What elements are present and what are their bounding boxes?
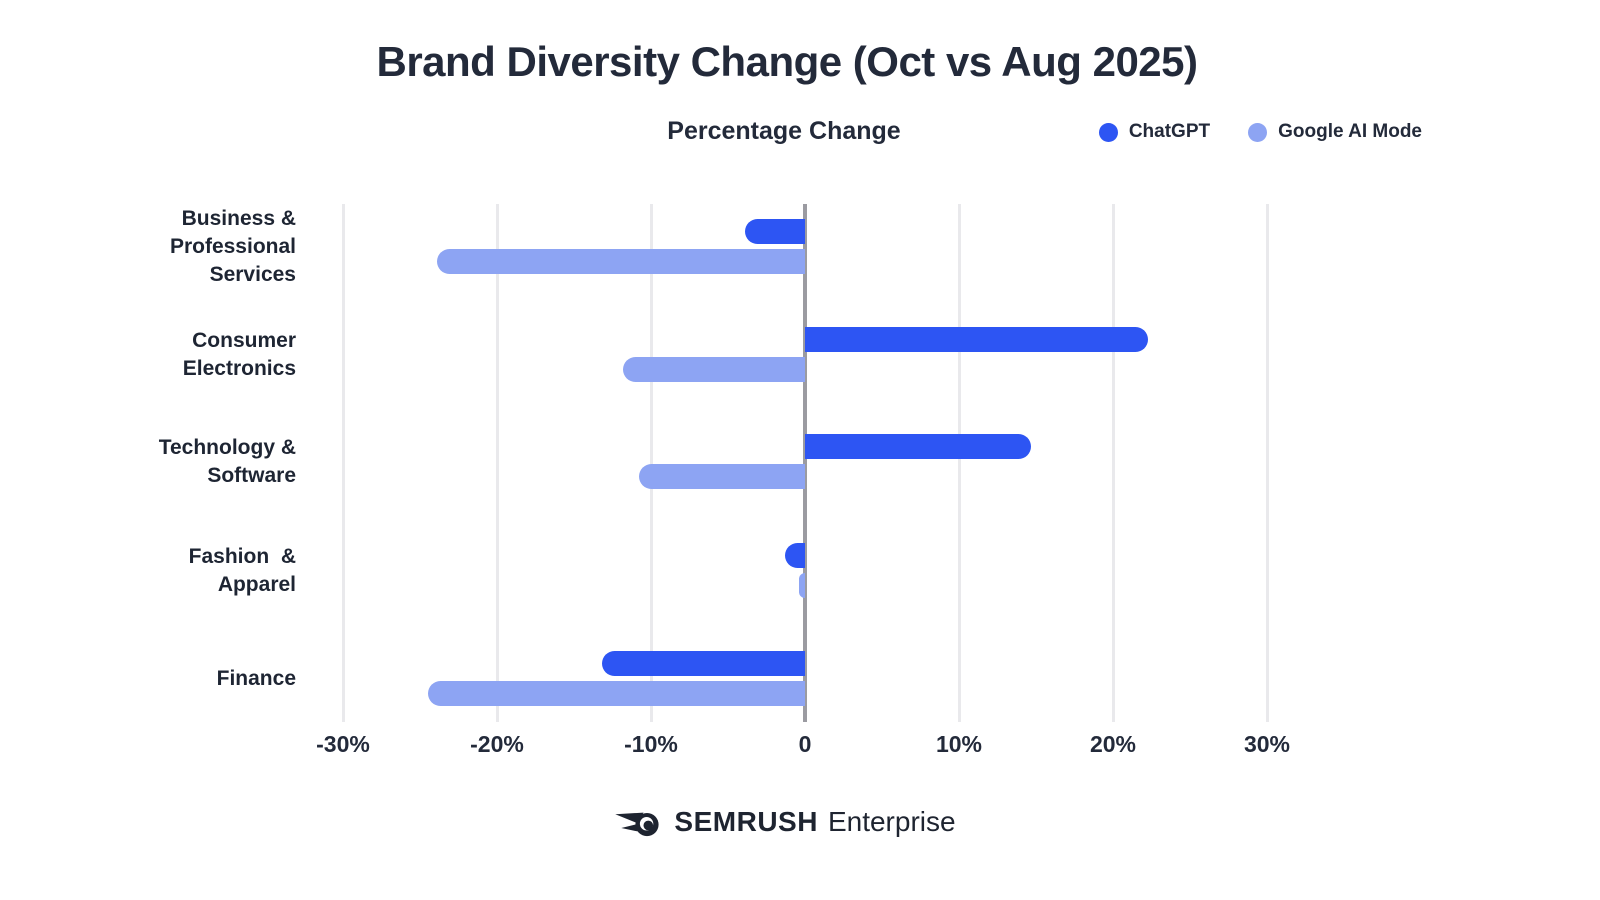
- legend-label-google-ai-mode: Google AI Mode: [1278, 121, 1422, 142]
- bar-chatgpt-consumer-electronics: [805, 327, 1149, 352]
- bar-chatgpt-business-professional-services: [744, 219, 805, 244]
- x-tick-label: 0: [798, 731, 812, 757]
- gridline: [341, 204, 345, 722]
- footer-brand-text: SEMRUSH: [674, 806, 818, 837]
- gridline: [649, 204, 653, 722]
- bar-google-ai-mode-consumer-electronics: [623, 357, 805, 382]
- x-tick-label: 10%: [935, 731, 983, 757]
- bar-google-ai-mode-business-professional-services: [436, 249, 805, 274]
- x-tick-label: -30%: [316, 731, 370, 757]
- bar-google-ai-mode-fashion-apparel: [798, 573, 805, 598]
- legend-label-chatgpt: ChatGPT: [1128, 121, 1211, 142]
- x-tick-label: -10%: [624, 731, 678, 757]
- chart-title: Brand Diversity Change (Oct vs Aug 2025): [376, 38, 1198, 85]
- legend-item-google-ai-mode: Google AI Mode: [1248, 121, 1422, 143]
- zero-axis-line: [803, 204, 807, 722]
- gridline: [1265, 204, 1269, 722]
- brand-footer: SEMRUSH Enterprise: [614, 803, 956, 841]
- category-label: Finance: [216, 666, 296, 690]
- category-label: Business & Professional Services: [169, 206, 296, 286]
- x-tick-label: 30%: [1243, 731, 1291, 757]
- value-axis-label: Percentage Change: [667, 117, 901, 145]
- legend-item-chatgpt: ChatGPT: [1098, 121, 1211, 143]
- gridline: [957, 204, 961, 722]
- category-label: Fashion & Apparel: [188, 544, 296, 596]
- chart-legend: ChatGPT Google AI Mode: [1098, 121, 1422, 143]
- bar-google-ai-mode-technology-software: [638, 464, 805, 489]
- bar-chatgpt-technology-software: [805, 434, 1032, 459]
- gridline: [495, 204, 499, 722]
- x-tick-label: 20%: [1089, 731, 1137, 757]
- bar-google-ai-mode-finance: [427, 681, 805, 706]
- semrush-logo-icon: [615, 812, 659, 837]
- category-label: Technology & Software: [158, 435, 296, 487]
- legend-swatch-google-ai-mode-icon: [1248, 122, 1268, 142]
- footer-suffix-text: Enterprise: [827, 806, 956, 837]
- gridline: [1111, 204, 1115, 722]
- category-label: Consumer Electronics: [182, 328, 296, 380]
- legend-swatch-chatgpt-icon: [1098, 122, 1118, 142]
- bar-chatgpt-fashion-apparel: [784, 543, 805, 568]
- bar-chatgpt-finance: [601, 651, 805, 676]
- x-tick-label: -20%: [470, 731, 524, 757]
